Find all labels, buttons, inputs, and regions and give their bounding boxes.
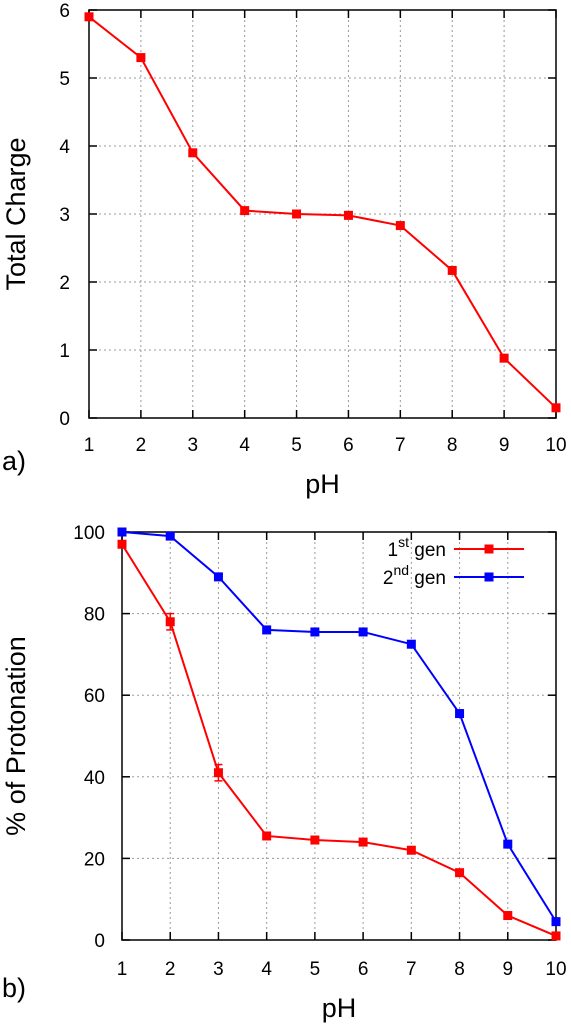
chart1-series-1-point <box>292 209 302 219</box>
chart2-x-tick-label: 1 <box>117 959 128 980</box>
chart2-series-1-point <box>551 931 561 941</box>
chart1-x-tick-label: 2 <box>136 435 147 456</box>
chart1-series-1-point <box>188 148 198 158</box>
chart1-y-tick-label: 1 <box>59 341 70 362</box>
chart1-series-1-point <box>136 53 146 63</box>
chart2-series-2-point <box>117 527 127 537</box>
chart1-series-1-point <box>84 12 94 22</box>
chart2-series-2-point <box>262 625 272 635</box>
chart2-y-tick-label: 80 <box>84 605 105 626</box>
chart2-y-tick-label: 0 <box>94 931 105 952</box>
chart1-y-tick-label: 0 <box>59 409 70 430</box>
chart2-series-1-point <box>358 837 368 847</box>
chart2-series-2-point <box>406 639 416 649</box>
chart2-x-axis-title: pH <box>322 993 357 1023</box>
chart2-y-tick-label: 20 <box>84 849 105 870</box>
chart2-series-1 <box>117 539 561 941</box>
chart1-x-axis-title: pH <box>305 469 340 499</box>
legend-label-number: 1 <box>388 540 399 561</box>
chart1-series-1-point <box>499 353 509 363</box>
chart1-series-1-point <box>447 265 457 275</box>
chart2-x-tick-label: 10 <box>545 959 566 980</box>
chart1-x-tick-label: 9 <box>499 435 510 456</box>
chart2-series-1-point <box>165 617 175 627</box>
chart2-series-2-point <box>213 572 223 582</box>
chart2-x-tick-label: 6 <box>358 959 369 980</box>
chart2-x-tick-label: 9 <box>502 959 513 980</box>
chart2-plot-frame <box>121 531 557 941</box>
chart1-x-tick-label: 8 <box>447 435 458 456</box>
chart2-legend-swatch-marker <box>484 572 494 582</box>
chart2-series-1-point <box>213 768 223 778</box>
chart2-y-tick-label: 60 <box>84 686 105 707</box>
chart1-y-tick-label: 5 <box>59 69 70 90</box>
chart2-x-tick-label: 2 <box>165 959 176 980</box>
chart2-x-tick-label: 7 <box>406 959 417 980</box>
chart1-series-1 <box>84 12 561 413</box>
chart1-x-tick-label: 10 <box>545 435 566 456</box>
legend-label-superscript: nd <box>393 562 409 578</box>
chart2-series-2 <box>117 527 561 927</box>
chart2-legend-label: 2nd gen <box>383 562 446 589</box>
legend-label-text: gen <box>409 568 446 589</box>
chart2-series-1-point <box>503 911 513 921</box>
legend-label-superscript: st <box>398 534 409 550</box>
chart2-x-tick-label: 3 <box>213 959 224 980</box>
chart2-x-tick-label: 4 <box>261 959 272 980</box>
chart1-y-axis-title: Total Charge <box>1 137 31 290</box>
chart1-panel-label: a) <box>2 446 26 476</box>
chart1-y-tick-label: 6 <box>59 1 70 22</box>
chart1-x-tick-label: 1 <box>84 435 95 456</box>
legend-label-number: 2 <box>383 568 394 589</box>
chart1-y-tick-label: 2 <box>59 273 70 294</box>
chart2-series-2-point <box>165 531 175 541</box>
chart2-series-1-point <box>117 539 127 549</box>
chart1-x-tick-label: 3 <box>187 435 198 456</box>
chart2-legend-swatch-marker <box>484 544 494 554</box>
chart2-series-2-point <box>551 917 561 927</box>
chart1-grid <box>89 10 556 418</box>
chart2-series-1-point <box>455 868 465 878</box>
chart2-x-tick-label: 8 <box>454 959 465 980</box>
chart1-x-tick-label: 6 <box>343 435 354 456</box>
chart2-series-2-point <box>503 839 513 849</box>
chart2-series-2-point <box>310 627 320 637</box>
chart2-legend-label: 1st gen <box>388 534 446 561</box>
chart2-y-axis-title: % of Protonation <box>1 636 31 836</box>
chart1-series-1-line <box>88 16 557 409</box>
chart2-series-1-point <box>310 835 320 845</box>
chart2-series-1-point <box>262 831 272 841</box>
chart1-x-tick-label: 7 <box>395 435 406 456</box>
chart2-series-2-point <box>358 627 368 637</box>
chart2-series-2-line <box>121 531 557 923</box>
legend-label-text: gen <box>409 540 446 561</box>
chart1-series-1-point <box>343 210 353 220</box>
chart2-series-2-point <box>455 709 465 719</box>
chart2-panel-label: b) <box>2 973 26 1003</box>
chart1-series-1-point <box>240 206 250 216</box>
chart2-series-1-line <box>121 543 557 937</box>
chart2-grid <box>122 532 556 940</box>
chart1-y-tick-label: 4 <box>59 137 70 158</box>
chart1-series-1-point <box>395 221 405 231</box>
chart2-series-1-point <box>406 845 416 855</box>
chart1-series-1-point <box>551 403 561 413</box>
chart1-y-tick-label: 3 <box>59 205 70 226</box>
chart2-x-tick-label: 5 <box>310 959 321 980</box>
chart1-x-tick-label: 4 <box>239 435 250 456</box>
chart2-y-tick-label: 100 <box>73 523 105 544</box>
chart2-y-tick-label: 40 <box>84 768 105 789</box>
chart1-x-tick-label: 5 <box>291 435 302 456</box>
